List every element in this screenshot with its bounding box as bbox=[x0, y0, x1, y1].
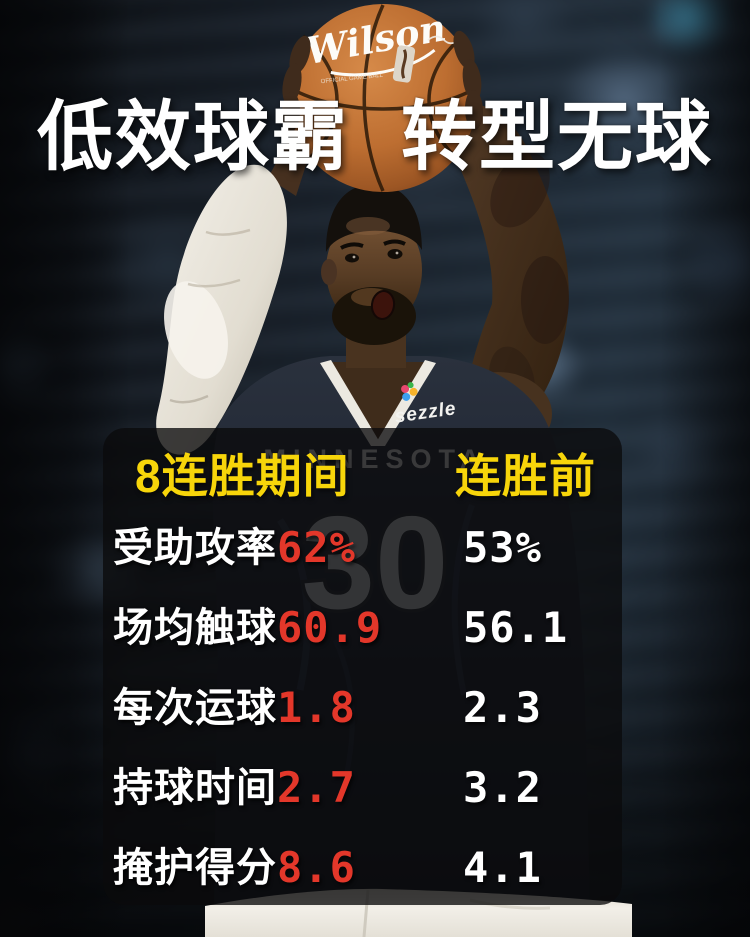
stat-label: 场均触球 bbox=[113, 606, 277, 650]
stat-value-before: 2.3 bbox=[463, 683, 542, 732]
nba-logo bbox=[392, 45, 416, 83]
stat-value-during: 8.6 bbox=[277, 843, 356, 892]
stat-label: 受助攻率 bbox=[113, 526, 277, 570]
left-hand-fingers bbox=[281, 35, 311, 132]
stat-row-assisted-rate: 受助攻率 62% 53% bbox=[103, 520, 622, 576]
stat-label: 持球时间 bbox=[113, 766, 277, 810]
right-hand-fingers bbox=[453, 30, 484, 130]
tattooed-arm bbox=[444, 105, 569, 456]
stat-row-dribbles: 每次运球 1.8 2.3 bbox=[103, 680, 622, 736]
stat-row-screen-points: 掩护得分 8.6 4.1 bbox=[103, 840, 622, 896]
stat-value-before: 56.1 bbox=[463, 603, 569, 652]
stats-panel: 8连胜期间 连胜前 受助攻率 62% 53% 场均触球 60.9 56.1 每次… bbox=[103, 428, 622, 905]
stat-value-before: 3.2 bbox=[463, 763, 542, 812]
stat-value-during: 2.7 bbox=[277, 763, 356, 812]
stat-value-before: 53% bbox=[463, 523, 542, 572]
column-header-during-streak: 8连胜期间 bbox=[135, 450, 350, 502]
stat-value-during: 1.8 bbox=[277, 683, 356, 732]
basketball: Wilson OFFICIAL GAME BALL bbox=[281, 4, 484, 192]
stat-value-during: 60.9 bbox=[277, 603, 383, 652]
headline-part-1: 低效球霸 bbox=[37, 95, 349, 180]
stat-row-touches: 场均触球 60.9 56.1 bbox=[103, 600, 622, 656]
stat-label: 每次运球 bbox=[113, 686, 277, 730]
stat-label: 掩护得分 bbox=[113, 846, 277, 890]
stat-value-before: 4.1 bbox=[463, 843, 542, 892]
stat-value-during: 62% bbox=[277, 523, 356, 572]
column-header-before-streak: 连胜前 bbox=[455, 450, 596, 502]
stat-row-hold-time: 持球时间 2.7 3.2 bbox=[103, 760, 622, 816]
player-head bbox=[321, 184, 422, 368]
headline-part-2: 转型无球 bbox=[401, 95, 713, 180]
headline-title: 低效球霸 转型无球 bbox=[0, 100, 750, 176]
